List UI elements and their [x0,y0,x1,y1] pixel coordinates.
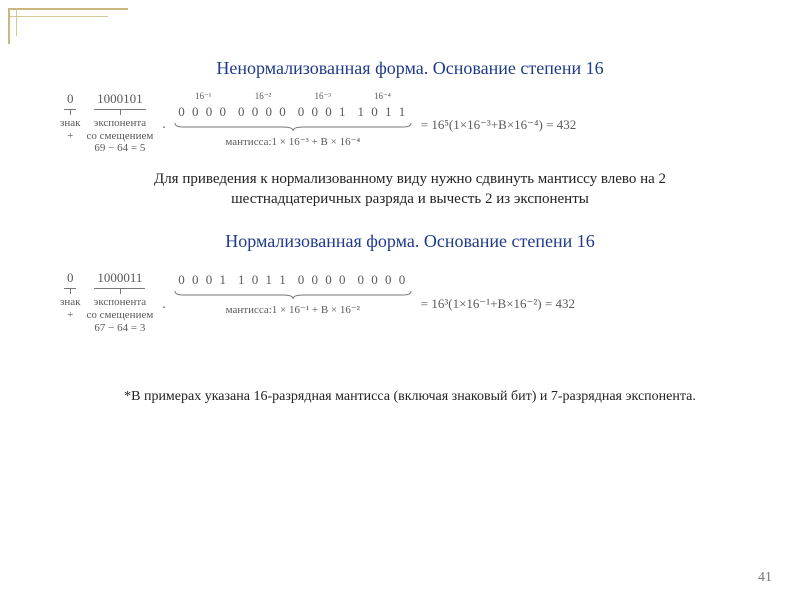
heading-unnormalized: Ненормализованная форма. Основание степе… [60,58,760,79]
sign-value: 0 [64,270,77,289]
exp-label-3: 67 − 64 = 3 [94,322,145,334]
sign-label-1: знак [60,296,80,308]
nibble-bits: 1 0 1 1 [358,104,408,120]
exp-term: 1000101 экспонента со смещением 69 − 64 … [86,91,153,155]
nibble-pow: 16⁻¹ [195,91,211,102]
sign-term: 0 знак + [60,91,80,142]
exp-value: 1000011 [94,270,145,289]
mantissa-block: 16⁻¹ 0 0 0 0 16⁻² 0 0 0 0 16⁻³ 0 0 0 1 16⁻⁴… [173,91,413,148]
nibble-bits: 0 0 0 1 [298,104,348,120]
nibble-pow: 16⁻³ [314,91,330,102]
explain-text: Для приведения к нормализованному виду н… [100,169,720,210]
formula-unnormalized: 0 знак + 1000101 экспонента со смещением… [60,91,760,155]
underbrace-icon [173,290,413,300]
underbrace-icon [173,122,413,132]
sign-label-2: + [67,309,73,321]
nibble-bits: 0 0 0 0 [238,104,288,120]
formula-normalized: 0 знак + 1000011 экспонента со смещением… [60,270,760,334]
sign-label-1: знак [60,117,80,129]
nibble-bits: 0 0 0 0 [358,272,408,288]
formula-rhs: = 16⁵(1×16⁻³+B×16⁻⁴) = 432 [421,113,576,133]
sign-value: 0 [64,91,77,110]
nibble-bits: 0 0 0 1 [178,272,228,288]
mantissa-label: мантисса:1 × 16⁻¹ + B × 16⁻² [226,303,360,316]
nibble-pow: 16⁻² [255,91,271,102]
exp-label-2: со смещением [86,309,153,321]
radix-point: . [162,112,166,133]
exp-label-1: экспонента [94,296,147,308]
radix-point: . [162,292,166,313]
page-number: 41 [758,570,772,586]
nibble-bits: 0 0 0 0 [298,272,348,288]
exp-value: 1000101 [94,91,146,110]
heading-normalized: Нормализованная форма. Основание степени… [60,231,760,252]
sign-label-2: + [67,130,73,142]
nibble-bits: 0 0 0 0 [178,104,228,120]
exp-label-3: 69 − 64 = 5 [94,142,145,154]
sign-term: 0 знак + [60,270,80,321]
slide-content: Ненормализованная форма. Основание степе… [0,0,800,427]
nibble-pow: 16⁻⁴ [374,91,391,102]
exp-term: 1000011 экспонента со смещением 67 − 64 … [86,270,153,334]
exp-label-1: экспонента [94,117,147,129]
mantissa-label: мантисса:1 × 16⁻³ + B × 16⁻⁴ [225,135,360,148]
formula-rhs: = 16³(1×16⁻¹+B×16⁻²) = 432 [421,292,575,312]
corner-decoration [8,8,148,48]
footnote-text: *В примерах указана 16-разрядная мантисс… [60,388,760,407]
mantissa-block: 0 0 0 1 1 0 1 1 0 0 0 0 0 0 0 0 мантисса… [173,270,413,316]
exp-label-2: со смещением [86,130,153,142]
nibble-bits: 1 0 1 1 [238,272,288,288]
